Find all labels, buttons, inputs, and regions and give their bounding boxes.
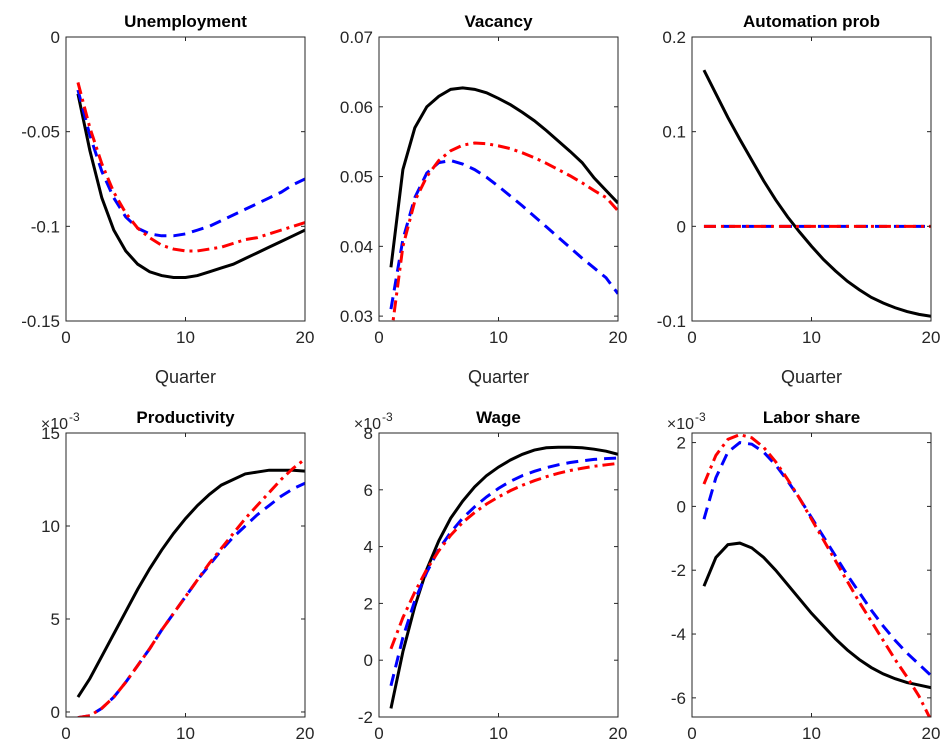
subplot-title: Unemployment [124, 12, 247, 31]
x-tick-label: 10 [802, 328, 821, 347]
y-tick-label: 8 [364, 424, 373, 443]
y-tick-label: 0.03 [340, 307, 373, 326]
y-tick-label: 0 [51, 703, 60, 722]
y-exponent: -3 [382, 410, 393, 424]
axes-background [66, 433, 305, 717]
x-tick-label: 10 [489, 328, 508, 347]
y-tick-label: -0.1 [31, 217, 60, 236]
x-tick-label: 10 [489, 724, 508, 743]
data-line [389, 86, 618, 268]
x-axis-label: Quarter [155, 367, 216, 387]
y-tick-label: 2 [677, 434, 686, 453]
x-axis-label: Quarter [468, 367, 529, 387]
subplot-title: Automation prob [743, 12, 880, 31]
x-tick-label: 20 [922, 724, 941, 743]
y-tick-label: -2 [358, 708, 373, 727]
y-tick-label: 4 [364, 538, 373, 557]
x-tick-label: 20 [609, 328, 628, 347]
y-tick-label: 0.05 [340, 168, 373, 187]
subplot: 0 10 20 -0.15 -0.1 -0.05 0 Unemployment Quarter [21, 12, 314, 387]
subplot-title: Vacancy [464, 12, 533, 31]
y-tick-label: 0 [677, 497, 686, 516]
y-tick-label: 0.06 [340, 98, 373, 117]
y-tick-label: 0.1 [662, 123, 686, 142]
axes-background [379, 433, 618, 717]
data-line [389, 461, 618, 650]
axes-background [692, 433, 931, 717]
data-line [702, 541, 931, 690]
subplot-title: Labor share [763, 408, 860, 427]
data-line [389, 456, 618, 687]
data-line [389, 158, 618, 310]
y-tick-label: -0.1 [657, 312, 686, 331]
x-tick-label: 10 [176, 724, 195, 743]
x-tick-label: 0 [374, 328, 383, 347]
x-tick-label: 0 [374, 724, 383, 743]
x-tick-label: 20 [609, 724, 628, 743]
x-tick-label: 0 [61, 724, 70, 743]
subplot-title: Wage [476, 408, 521, 427]
axes-background [692, 37, 931, 321]
y-multiplier: ×10 [667, 416, 694, 433]
x-tick-label: 20 [922, 328, 941, 347]
y-tick-label: -4 [671, 625, 686, 644]
x-tick-label: 20 [296, 328, 315, 347]
y-tick-label: -0.15 [21, 312, 60, 331]
data-line [76, 468, 305, 698]
y-tick-label: 15 [41, 424, 60, 443]
y-tick-label: 0 [364, 651, 373, 670]
y-tick-label: 0.07 [340, 28, 373, 47]
y-tick-label: 2 [364, 594, 373, 613]
y-exponent: -3 [695, 410, 706, 424]
x-tick-label: 0 [687, 328, 696, 347]
axes-background [66, 37, 305, 321]
y-tick-label: 0.04 [340, 237, 373, 256]
x-tick-label: 0 [61, 328, 70, 347]
subplot: 0 10 20 0.03 0.04 0.05 0.06 0.07 Vacancy Quarter [340, 12, 628, 387]
subplot: 0 10 20 -6 -4 -2 0 2×10 -3 Labor share [667, 408, 941, 743]
axes-background [379, 37, 618, 321]
data-line [76, 89, 305, 238]
data-line [76, 93, 305, 279]
x-axis-label: Quarter [781, 367, 842, 387]
subplot-title: Productivity [136, 408, 235, 427]
x-tick-label: 20 [296, 724, 315, 743]
data-line [77, 457, 305, 717]
data-line [391, 141, 618, 321]
y-tick-label: -0.05 [21, 123, 60, 142]
x-tick-label: 10 [802, 724, 821, 743]
x-tick-label: 0 [687, 724, 696, 743]
subplot: 0 10 20 0 5 10 15×10 -3 Productivity [41, 408, 315, 743]
y-tick-label: 10 [41, 517, 60, 536]
y-tick-label: -6 [671, 689, 686, 708]
data-line [702, 69, 931, 318]
y-tick-label: 0.2 [662, 28, 686, 47]
y-multiplier: ×10 [41, 416, 68, 433]
x-tick-label: 10 [176, 328, 195, 347]
y-tick-label: 5 [51, 610, 60, 629]
y-exponent: -3 [69, 410, 80, 424]
y-tick-label: 0 [51, 28, 60, 47]
data-line [76, 82, 305, 253]
y-tick-label: 0 [677, 217, 686, 236]
y-multiplier: ×10 [354, 416, 381, 433]
y-tick-label: -2 [671, 561, 686, 580]
y-tick-label: 6 [364, 481, 373, 500]
